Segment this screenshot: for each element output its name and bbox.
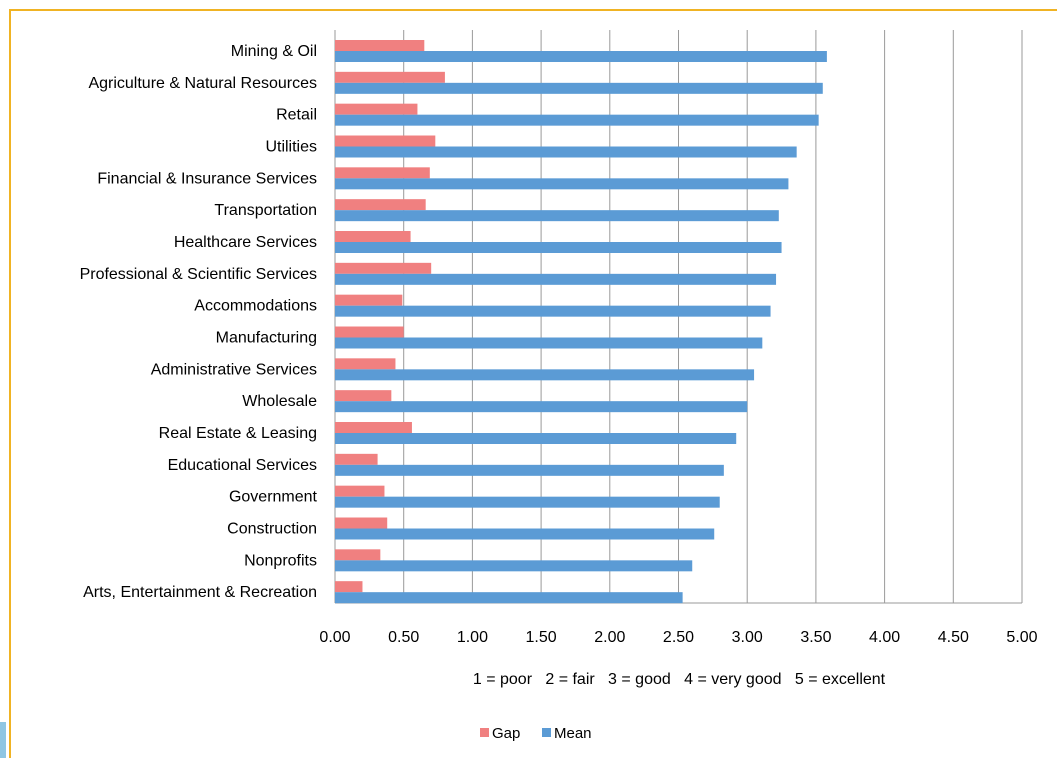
category-label: Educational Services xyxy=(168,457,317,474)
category-label: Arts, Entertainment & Recreation xyxy=(83,584,317,601)
bar-mean xyxy=(335,305,771,317)
category-label: Healthcare Services xyxy=(174,234,317,251)
bar-mean xyxy=(335,178,789,190)
bar-gap xyxy=(335,262,432,274)
bar-gap xyxy=(335,40,425,51)
category-label: Manufacturing xyxy=(216,330,317,347)
bar-gap xyxy=(335,199,426,211)
category-label: Nonprofits xyxy=(244,552,317,569)
x-tick-label: 0.00 xyxy=(319,629,350,646)
x-tick-label: 4.50 xyxy=(938,629,969,646)
legend-label: Mean xyxy=(554,725,592,742)
x-tick-label: 2.50 xyxy=(663,629,694,646)
bar-mean xyxy=(335,273,777,285)
x-tick-label: 5.00 xyxy=(1006,629,1037,646)
bar-gap xyxy=(335,517,388,529)
bar-mean xyxy=(335,82,823,94)
x-tick-label: 3.50 xyxy=(800,629,831,646)
legend-swatch xyxy=(480,728,489,737)
bar-mean xyxy=(335,369,755,381)
category-label: Agriculture & Natural Resources xyxy=(88,75,317,92)
x-tick-labels: 0.00 0.50 1.00 1.50 2.00 2.50 3.00 3.50 4.00 4.50… xyxy=(319,629,1037,646)
category-label: Transportation xyxy=(214,202,317,219)
bar-mean xyxy=(335,51,827,62)
bar-gap xyxy=(335,581,363,593)
bar-gap xyxy=(335,453,378,465)
legend-swatch xyxy=(542,728,551,737)
bar-gap xyxy=(335,358,396,370)
bar-mean xyxy=(335,528,715,540)
category-label: Accommodations xyxy=(194,298,317,315)
bar-mean xyxy=(335,592,683,604)
x-tick-label: 1.50 xyxy=(526,629,557,646)
category-label: Financial & Insurance Services xyxy=(97,170,317,187)
category-label: Government xyxy=(229,489,318,506)
bar-mean xyxy=(335,433,737,444)
bar-mean xyxy=(335,464,724,476)
bar-gap xyxy=(335,167,430,179)
bar-gap xyxy=(335,135,436,147)
chart-frame xyxy=(9,9,1057,758)
x-tick-label: 4.00 xyxy=(869,629,900,646)
category-label: Utilities xyxy=(265,139,317,156)
scale-note: 1 = poor 2 = fair 3 = good 4 = very good… xyxy=(473,671,886,688)
bar-gap xyxy=(335,294,403,306)
bar-mean xyxy=(335,114,819,126)
bar-mean xyxy=(335,242,782,253)
bar-gap xyxy=(335,422,412,433)
bar-gap xyxy=(335,231,411,242)
bar-mean xyxy=(335,146,797,158)
x-tick-label: 0.50 xyxy=(388,629,419,646)
category-label: Wholesale xyxy=(242,393,317,410)
bar-mean xyxy=(335,337,763,349)
category-labels: Mining & Oil Agriculture & Natural Resour… xyxy=(80,43,318,601)
category-label: Professional & Scientific Services xyxy=(80,266,317,283)
bar-gap xyxy=(335,390,392,402)
bar-gap xyxy=(335,326,404,338)
x-tick-label: 1.00 xyxy=(457,629,488,646)
bar-gap xyxy=(335,549,381,561)
bar-mean xyxy=(335,560,693,572)
bar-gap xyxy=(335,71,445,83)
corner-accent xyxy=(0,722,6,758)
x-tick-label: 2.00 xyxy=(594,629,625,646)
category-label: Administrative Services xyxy=(151,361,317,378)
bar-mean xyxy=(335,401,748,413)
category-label: Real Estate & Leasing xyxy=(159,425,317,442)
legend: Gap Mean xyxy=(480,725,592,742)
bars xyxy=(335,40,827,604)
bar-gap xyxy=(335,485,385,497)
category-label: Retail xyxy=(276,107,317,124)
bar-mean xyxy=(335,496,720,508)
x-tick-label: 3.00 xyxy=(732,629,763,646)
category-label: Construction xyxy=(227,521,317,538)
bar-gap xyxy=(335,103,418,115)
category-label: Mining & Oil xyxy=(231,43,317,60)
legend-label: Gap xyxy=(492,725,520,742)
bar-mean xyxy=(335,210,779,222)
